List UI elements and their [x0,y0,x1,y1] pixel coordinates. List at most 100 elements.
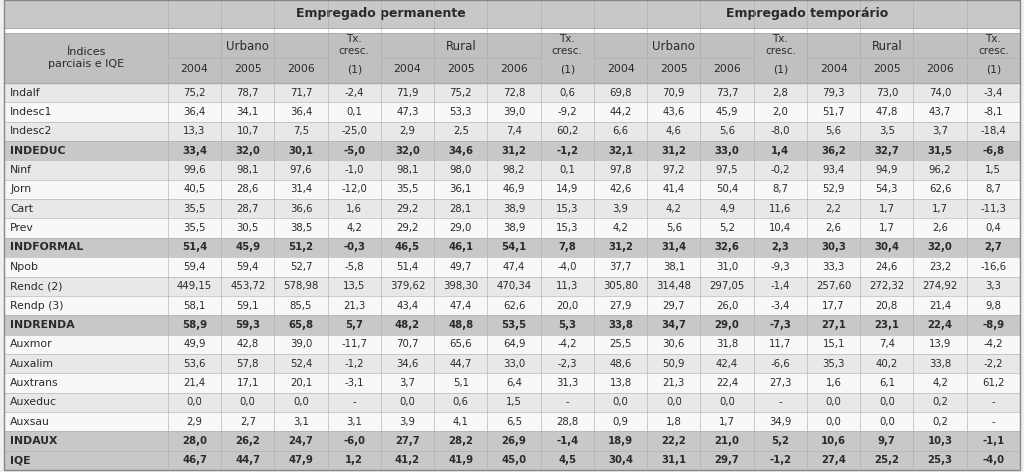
Text: Empregado permanente: Empregado permanente [296,8,466,20]
Text: -: - [565,397,569,407]
Text: 27,4: 27,4 [821,455,846,465]
Text: -4,0: -4,0 [557,262,578,272]
Text: 58,1: 58,1 [183,301,206,311]
Text: 0,0: 0,0 [293,397,309,407]
Text: 1,5: 1,5 [985,165,1001,175]
Text: 2,7: 2,7 [984,243,1002,253]
Text: 4,6: 4,6 [666,126,682,136]
Text: 3,3: 3,3 [985,281,1001,291]
Text: (1): (1) [347,64,361,74]
Text: 59,4: 59,4 [237,262,259,272]
Text: 0,9: 0,9 [612,417,629,427]
Text: 93,4: 93,4 [822,165,845,175]
Text: 42,4: 42,4 [716,359,738,369]
Text: 10,6: 10,6 [821,436,846,446]
Text: 2,9: 2,9 [399,126,416,136]
Text: -8,9: -8,9 [982,320,1005,330]
Text: INDFORMAL: INDFORMAL [10,243,83,253]
Bar [4,160,1020,180]
Text: -16,6: -16,6 [980,262,1007,272]
Text: 8,7: 8,7 [985,185,1001,194]
Text: 28,8: 28,8 [556,417,579,427]
Text: 21,3: 21,3 [663,378,685,388]
Text: 1,6: 1,6 [346,204,362,214]
Text: 5,1: 5,1 [453,378,469,388]
Text: 58,9: 58,9 [182,320,207,330]
Text: -4,2: -4,2 [557,339,578,349]
Text: 34,6: 34,6 [449,146,473,156]
Text: 53,5: 53,5 [502,320,526,330]
Text: 23,1: 23,1 [874,320,899,330]
Bar [4,296,1020,315]
Text: 17,1: 17,1 [237,378,259,388]
Text: 33,8: 33,8 [608,320,633,330]
Text: -1,2: -1,2 [344,359,364,369]
Text: 4,5: 4,5 [558,455,577,465]
Text: 46,7: 46,7 [182,455,207,465]
Text: -5,0: -5,0 [343,146,366,156]
Text: 85,5: 85,5 [290,301,312,311]
Text: 470,34: 470,34 [497,281,531,291]
Text: (1): (1) [773,64,787,74]
Text: 35,5: 35,5 [396,185,419,194]
Bar [4,238,1020,257]
Text: 36,1: 36,1 [450,185,472,194]
Text: 31,2: 31,2 [662,146,686,156]
Text: 3,5: 3,5 [879,126,895,136]
Text: IQE: IQE [10,455,31,465]
Text: 29,7: 29,7 [715,455,739,465]
Text: 46,9: 46,9 [503,185,525,194]
Text: 26,9: 26,9 [502,436,526,446]
Text: 1,8: 1,8 [666,417,682,427]
Text: -8,1: -8,1 [984,107,1004,117]
Text: 40,2: 40,2 [876,359,898,369]
Text: 13,8: 13,8 [609,378,632,388]
Text: 13,3: 13,3 [183,126,206,136]
Text: 5,6: 5,6 [825,126,842,136]
Text: 28,2: 28,2 [449,436,473,446]
Text: 52,4: 52,4 [290,359,312,369]
Text: -1,0: -1,0 [344,165,364,175]
Text: 47,8: 47,8 [876,107,898,117]
Text: 2005: 2005 [446,64,475,74]
Text: Auxmor: Auxmor [10,339,52,349]
Text: 4,9: 4,9 [719,204,735,214]
Text: 35,5: 35,5 [183,204,206,214]
Text: 51,2: 51,2 [289,243,313,253]
Bar [4,0,1020,28]
Text: 74,0: 74,0 [929,88,951,98]
Text: 26,2: 26,2 [236,436,260,446]
Text: 28,0: 28,0 [182,436,207,446]
Text: 0,6: 0,6 [453,397,469,407]
Text: 45,9: 45,9 [236,243,260,253]
Text: 75,2: 75,2 [183,88,206,98]
Text: 2005: 2005 [873,64,901,74]
Bar [4,199,1020,219]
Text: 64,9: 64,9 [503,339,525,349]
Text: -12,0: -12,0 [341,185,368,194]
Text: -9,3: -9,3 [770,262,791,272]
Text: -3,4: -3,4 [984,88,1004,98]
Text: 46,1: 46,1 [449,243,473,253]
Text: 33,8: 33,8 [929,359,951,369]
Text: 61,2: 61,2 [982,378,1005,388]
Text: 578,98: 578,98 [284,281,318,291]
Bar [4,315,1020,335]
Text: 2004: 2004 [180,64,208,74]
Text: -3,4: -3,4 [771,301,791,311]
Text: 30,4: 30,4 [874,243,899,253]
Text: 47,9: 47,9 [289,455,313,465]
Text: 25,5: 25,5 [609,339,632,349]
Text: Jorn: Jorn [10,185,31,194]
Text: Indesc2: Indesc2 [10,126,52,136]
Text: 13,5: 13,5 [343,281,366,291]
Text: 10,4: 10,4 [769,223,792,233]
Text: 44,2: 44,2 [609,107,632,117]
Text: 24,7: 24,7 [289,436,313,446]
Text: Tx.
cresc.: Tx. cresc. [978,34,1009,56]
Text: Rural: Rural [445,41,476,53]
Text: 5,7: 5,7 [345,320,364,330]
Text: 32,7: 32,7 [874,146,899,156]
Text: 27,1: 27,1 [821,320,846,330]
Bar [4,102,1020,122]
